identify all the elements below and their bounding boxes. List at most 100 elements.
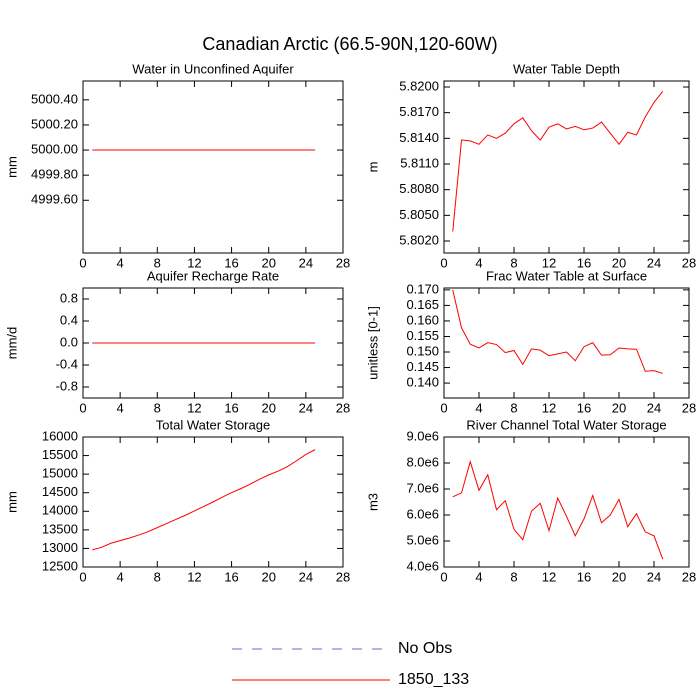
data-line (452, 289, 663, 374)
x-tick-label: 24 (299, 255, 313, 270)
y-tick-label: 5.8170 (399, 104, 439, 119)
x-tick-label: 20 (612, 569, 626, 584)
y-tick-label: 4999.80 (31, 167, 78, 182)
panel-title: Water in Unconfined Aquifer (132, 61, 294, 76)
x-tick-label: 20 (612, 255, 626, 270)
plot-frame (82, 436, 344, 568)
y-tick-label: 7.0e6 (406, 480, 439, 495)
x-tick-label: 24 (647, 400, 661, 415)
y-tick-label: 5000.20 (31, 116, 78, 131)
y-tick-label: 5.8080 (399, 181, 439, 196)
y-tick-label: 5.8140 (399, 130, 439, 145)
x-tick-label: 12 (187, 255, 201, 270)
x-tick-label: 20 (261, 400, 275, 415)
x-tick-label: 20 (612, 400, 626, 415)
legend-label: 1850_133 (398, 671, 469, 688)
y-axis-label: m3 (365, 493, 380, 511)
y-tick-label: 0.160 (406, 312, 439, 327)
y-tick-label: 5.8200 (399, 78, 439, 93)
x-tick-label: 8 (510, 400, 517, 415)
y-tick-label: 0.0 (60, 334, 78, 349)
y-tick-label: 5.0e6 (406, 532, 439, 547)
x-tick-label: 4 (117, 400, 124, 415)
y-tick-label: 12500 (42, 558, 78, 573)
x-tick-label: 4 (117, 255, 124, 270)
x-tick-label: 8 (154, 255, 161, 270)
y-tick-label: -0.4 (56, 356, 78, 371)
x-tick-label: 24 (647, 255, 661, 270)
x-tick-label: 28 (336, 400, 350, 415)
y-tick-label: 4999.60 (31, 192, 78, 207)
x-tick-label: 12 (542, 400, 556, 415)
x-tick-label: 28 (682, 255, 696, 270)
x-tick-label: 8 (510, 569, 517, 584)
plot-frame (443, 436, 690, 568)
y-axis-label: m (365, 162, 380, 173)
y-tick-label: 0.140 (406, 375, 439, 390)
x-tick-label: 0 (79, 255, 86, 270)
data-line (92, 449, 316, 551)
x-tick-label: 20 (261, 569, 275, 584)
x-tick-label: 4 (117, 569, 124, 584)
x-tick-label: 28 (336, 569, 350, 584)
y-tick-label: 8.0e6 (406, 454, 439, 469)
y-tick-label: 15000 (42, 466, 78, 481)
y-tick-label: 0.170 (406, 281, 439, 296)
y-axis-label: mm (4, 156, 19, 178)
figure-title: Canadian Arctic (66.5-90N,120-60W) (202, 34, 497, 54)
x-tick-label: 0 (440, 255, 447, 270)
y-tick-label: 14000 (42, 503, 78, 518)
y-axis-label: mm (4, 491, 19, 513)
y-tick-label: 5000.40 (31, 91, 78, 106)
y-tick-label: 14500 (42, 484, 78, 499)
panel-title: Frac Water Table at Surface (486, 268, 647, 283)
x-tick-label: 4 (475, 400, 482, 415)
x-tick-label: 8 (510, 255, 517, 270)
y-axis-label: unitless [0-1] (365, 306, 380, 380)
x-tick-label: 12 (187, 569, 201, 584)
x-tick-label: 0 (440, 400, 447, 415)
x-tick-label: 16 (577, 255, 591, 270)
y-tick-label: 13000 (42, 540, 78, 555)
y-tick-label: 5.8020 (399, 232, 439, 247)
y-tick-label: 6.0e6 (406, 506, 439, 521)
x-tick-label: 8 (154, 569, 161, 584)
plot-frame (443, 80, 690, 254)
x-tick-label: 0 (79, 569, 86, 584)
x-tick-label: 0 (440, 569, 447, 584)
y-tick-label: 5.8050 (399, 207, 439, 222)
data-line (452, 90, 664, 232)
x-tick-label: 28 (682, 400, 696, 415)
x-tick-label: 12 (187, 400, 201, 415)
y-tick-label: 0.155 (406, 328, 439, 343)
x-tick-label: 28 (682, 569, 696, 584)
y-tick-label: 9.0e6 (406, 428, 439, 443)
panel-title: Aquifer Recharge Rate (147, 268, 279, 283)
x-tick-label: 4 (475, 255, 482, 270)
y-tick-label: 4.0e6 (406, 558, 439, 573)
panel-title: River Channel Total Water Storage (466, 417, 666, 432)
x-tick-label: 16 (577, 569, 591, 584)
y-tick-label: 15500 (42, 447, 78, 462)
panel-title: Total Water Storage (156, 417, 270, 432)
x-tick-label: 8 (154, 400, 161, 415)
x-tick-label: 16 (224, 255, 238, 270)
x-tick-label: 0 (79, 400, 86, 415)
plot-frame (443, 287, 690, 399)
y-tick-label: 5000.00 (31, 141, 78, 156)
x-tick-label: 16 (224, 400, 238, 415)
x-tick-label: 24 (299, 400, 313, 415)
x-tick-label: 24 (647, 569, 661, 584)
x-tick-label: 4 (475, 569, 482, 584)
y-tick-label: 13500 (42, 521, 78, 536)
y-tick-label: 0.4 (60, 312, 78, 327)
plot-frame (82, 80, 344, 254)
x-tick-label: 12 (542, 255, 556, 270)
y-tick-label: -0.8 (56, 378, 78, 393)
y-tick-label: 16000 (42, 428, 78, 443)
legend-label: No Obs (398, 640, 452, 657)
data-line (452, 459, 664, 560)
x-tick-label: 12 (542, 569, 556, 584)
y-tick-label: 0.150 (406, 343, 439, 358)
